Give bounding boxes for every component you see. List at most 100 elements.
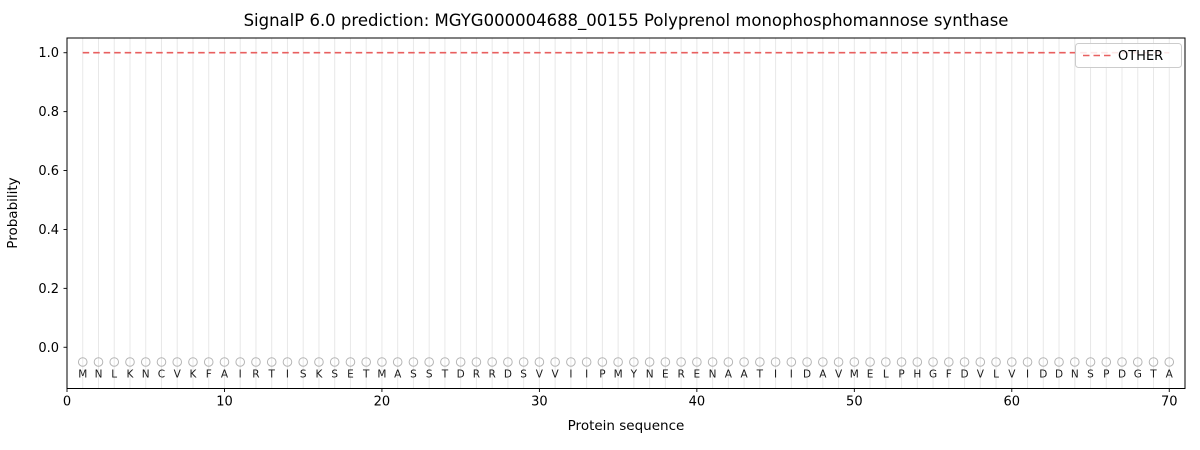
residue-marker [613,357,623,367]
residue-marker [566,357,576,367]
residue-marker [188,357,198,367]
residue-letter: S [331,369,338,381]
residue-marker [818,357,828,367]
residue-letter: I [239,369,242,381]
residue-letter: A [819,369,827,381]
y-tick-label: 0.4 [38,223,59,238]
x-axis-label: Protein sequence [568,418,685,434]
residue-letter: K [190,369,198,381]
residue-letter: F [206,369,212,381]
residue-marker [251,357,261,367]
residue-marker [298,357,308,367]
residue-letter: L [993,369,999,381]
residue-letter: H [913,369,921,381]
x-tick-label: 20 [374,395,391,410]
residue-marker [93,357,104,367]
residue-letter: I [1026,369,1029,381]
residue-marker [1117,357,1127,367]
residue-marker [392,357,403,367]
legend-other-label: OTHER [1118,49,1163,64]
residue-letter: E [694,369,701,381]
residue-letter: S [520,369,527,381]
residue-marker [770,357,781,367]
residue-letter: V [536,369,544,381]
residue-marker [991,357,1001,367]
residue-letter: I [569,369,572,381]
residue-letter: N [142,369,150,381]
residue-letter: V [1008,369,1016,381]
legend: OTHER [1075,43,1182,68]
residue-marker [1085,357,1096,367]
residue-marker [597,357,608,367]
x-tick-label: 30 [531,395,548,410]
residue-marker [534,357,545,367]
residue-marker [944,357,954,367]
residue-marker [660,357,671,367]
residue-marker [1148,357,1159,367]
residue-marker [235,357,246,367]
residue-letter: A [394,369,402,381]
residue-marker [739,357,749,367]
residue-letter: R [677,369,684,381]
residue-letter: I [286,369,289,381]
residue-marker [881,357,891,367]
residue-letter: T [267,369,275,381]
residue-letter: I [790,369,793,381]
residue-marker [849,357,860,367]
residue-marker [912,357,923,367]
residue-letter: E [347,369,354,381]
residue-letter: K [127,369,135,381]
residue-letter: N [1071,369,1079,381]
residue-marker [219,357,230,367]
residue-marker [282,357,293,367]
x-tick-label: 10 [216,395,233,410]
residue-letter: N [646,369,654,381]
residue-letter: M [850,369,859,381]
residue-letter: R [489,369,496,381]
residue-letter: T [362,369,370,381]
x-tick-label: 60 [1004,395,1021,410]
residue-letter: P [599,369,605,381]
residue-letter: E [662,369,669,381]
residue-letter: N [95,369,103,381]
residue-marker [1164,357,1175,367]
y-tick-label: 0.2 [38,282,59,297]
residue-marker [266,357,277,367]
residue-marker [975,357,986,367]
residue-marker [581,357,592,367]
residue-letter: D [504,369,512,381]
residue-marker [440,357,450,367]
residue-letter: D [457,369,465,381]
residue-marker [928,357,938,367]
legend-box [1075,43,1182,68]
residue-letter: K [315,369,323,381]
residue-marker [833,357,844,367]
residue-marker [109,357,120,367]
residue-marker [959,357,970,367]
residue-marker [644,357,655,367]
residue-marker [629,357,639,367]
residue-marker [408,357,419,367]
y-tick-label: 0.0 [38,341,59,356]
residue-letter: N [709,369,717,381]
residue-marker [550,357,560,367]
residue-marker [1101,357,1112,367]
residue-letter: A [725,369,733,381]
residue-marker [896,357,907,367]
residue-marker [692,357,702,367]
residue-letter: V [977,369,985,381]
residue-letter: M [78,369,87,381]
residue-marker [1054,357,1064,367]
residue-letter: D [1055,369,1063,381]
residue-marker [361,357,371,367]
residue-marker [1069,357,1080,367]
residue-letter: S [426,369,433,381]
x-tick-label: 40 [689,395,706,410]
residue-marker [802,357,812,367]
residue-letter: D [1039,369,1047,381]
residue-marker [377,357,387,367]
residue-marker [455,357,466,367]
